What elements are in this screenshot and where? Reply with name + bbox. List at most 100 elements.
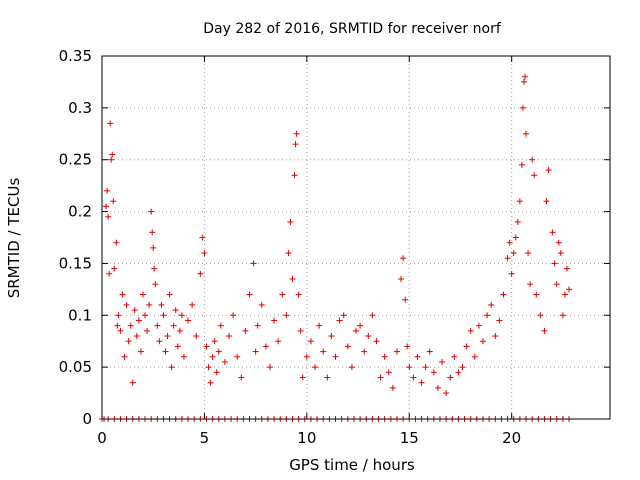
data-point	[104, 187, 111, 194]
data-point	[123, 301, 130, 308]
data-point	[443, 390, 450, 397]
data-point	[414, 353, 421, 360]
data-point	[516, 198, 523, 205]
data-point	[307, 338, 314, 345]
data-point	[275, 338, 282, 345]
data-point	[557, 250, 564, 257]
data-point	[404, 343, 411, 350]
data-point	[234, 353, 241, 360]
data-point	[166, 291, 173, 298]
x-tick-label: 20	[502, 429, 521, 447]
data-point	[119, 291, 126, 298]
data-point	[312, 364, 319, 371]
data-point	[549, 229, 556, 236]
data-point	[439, 358, 446, 365]
data-point	[402, 296, 409, 303]
y-tick-label: 0	[82, 410, 92, 428]
data-point	[533, 291, 540, 298]
data-point	[168, 364, 175, 371]
data-point	[133, 333, 140, 340]
data-point	[523, 130, 530, 137]
data-point	[174, 343, 181, 350]
data-point	[127, 322, 134, 329]
data-point	[340, 312, 347, 319]
data-point	[139, 291, 146, 298]
data-point	[521, 73, 528, 80]
data-point	[197, 270, 204, 277]
data-point	[137, 348, 144, 355]
data-point	[252, 348, 259, 355]
data-point	[291, 172, 298, 179]
y-tick-label: 0.3	[68, 99, 92, 117]
data-point	[500, 291, 507, 298]
data-point	[279, 291, 286, 298]
plot-frame	[101, 55, 611, 420]
data-point	[344, 343, 351, 350]
data-point	[170, 322, 177, 329]
data-point	[226, 333, 232, 340]
data-point	[422, 364, 429, 371]
data-point	[492, 333, 499, 340]
data-point	[114, 322, 121, 329]
data-point	[205, 364, 212, 371]
data-point	[242, 327, 249, 334]
data-point	[531, 172, 538, 179]
data-point	[451, 353, 458, 360]
data-point	[512, 234, 519, 241]
data-point	[299, 374, 306, 381]
data-point	[135, 317, 142, 324]
data-point	[203, 343, 210, 350]
data-point	[152, 281, 159, 288]
data-point	[201, 250, 208, 257]
axis-ticks	[101, 55, 610, 420]
data-point	[563, 265, 570, 272]
y-axis-label: SRMTID / TECUs	[5, 178, 23, 299]
data-point	[148, 208, 155, 215]
data-point	[555, 239, 562, 246]
data-point	[434, 384, 441, 391]
data-point	[115, 312, 122, 319]
data-point	[520, 78, 527, 85]
data-point	[209, 353, 216, 360]
data-point	[262, 343, 269, 350]
data-point	[527, 281, 534, 288]
data-point	[561, 291, 568, 298]
data-point	[514, 218, 521, 225]
data-point	[193, 333, 200, 340]
data-point	[211, 338, 218, 345]
data-point	[213, 369, 220, 376]
data-point	[180, 353, 187, 360]
data-point	[519, 104, 526, 111]
y-tick-label: 0.15	[59, 254, 92, 272]
data-point	[537, 312, 544, 319]
data-point	[551, 260, 558, 267]
data-point	[293, 130, 300, 137]
data-point	[320, 348, 327, 355]
data-point	[160, 312, 167, 319]
x-tick-label: 15	[400, 429, 419, 447]
data-point	[541, 327, 548, 334]
data-point	[508, 270, 515, 277]
data-point	[373, 338, 380, 345]
data-point	[365, 333, 372, 340]
data-point	[506, 239, 513, 246]
data-point	[303, 353, 310, 360]
data-point	[455, 369, 462, 376]
data-point	[545, 167, 552, 174]
data-point	[156, 338, 163, 345]
data-point	[285, 250, 292, 257]
data-point	[189, 301, 196, 308]
data-point	[389, 384, 396, 391]
data-point	[207, 379, 214, 386]
data-point	[480, 338, 486, 345]
data-point	[459, 364, 466, 371]
data-point	[109, 151, 116, 158]
data-point	[246, 291, 253, 298]
data-point	[393, 348, 400, 355]
y-tick-label: 0.05	[59, 358, 92, 376]
data-point	[467, 327, 474, 334]
data-point	[149, 229, 156, 236]
y-tick-label: 0.1	[68, 306, 92, 324]
data-point	[488, 301, 495, 308]
data-point	[117, 327, 124, 334]
